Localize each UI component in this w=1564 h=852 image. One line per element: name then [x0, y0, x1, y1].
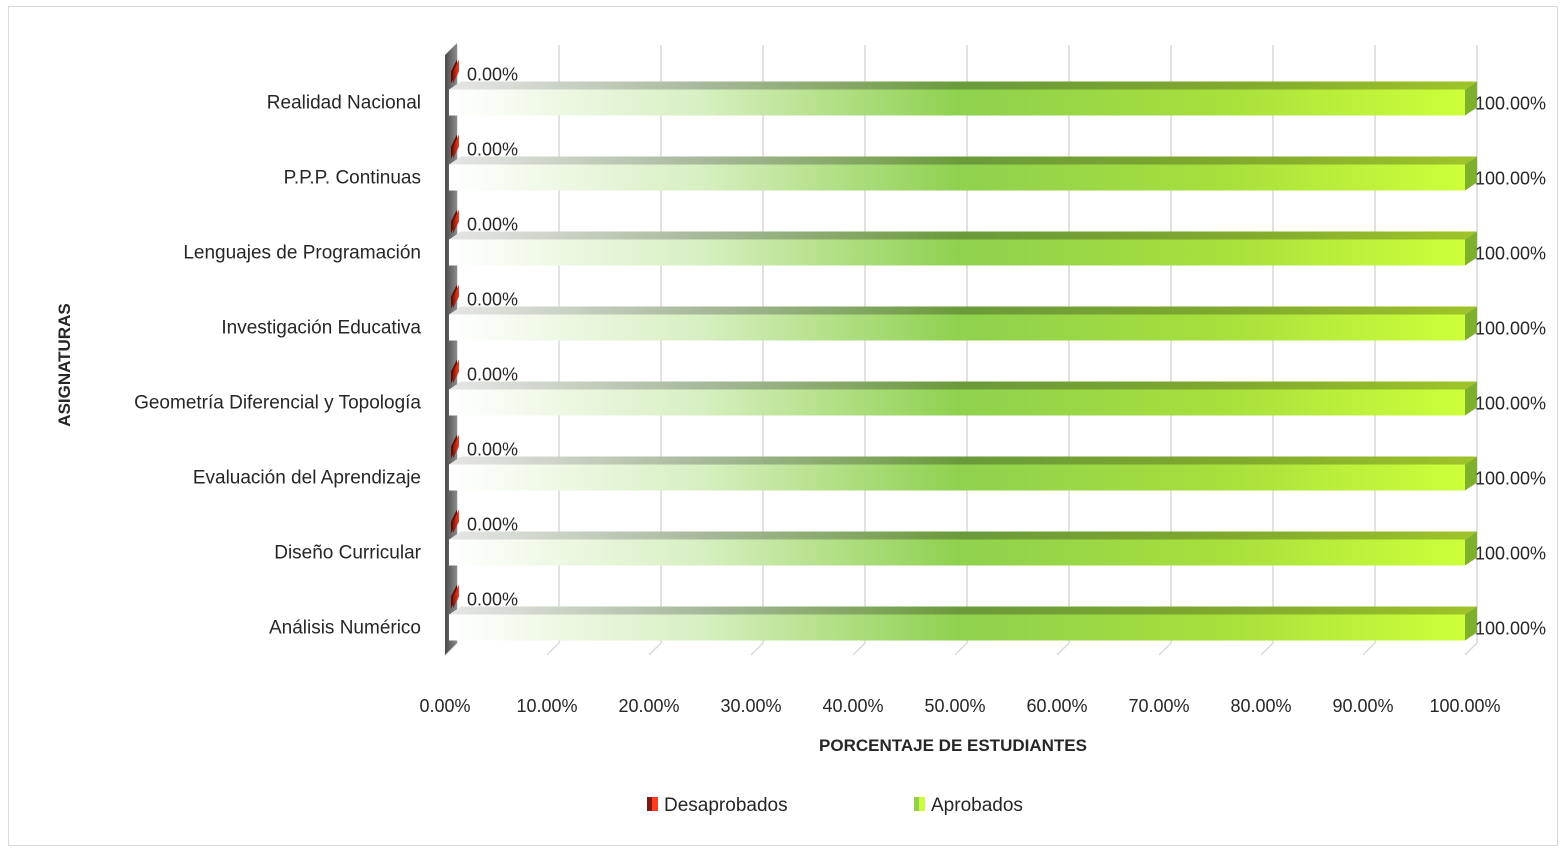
data-label-desaprobados: 0.00% — [467, 440, 518, 460]
bar-aprobados — [449, 314, 1465, 341]
category-label: Evaluación del Aprendizaje — [193, 468, 421, 489]
legend-item-desaprobados: Desaprobados — [647, 795, 788, 816]
bar-aprobados-top — [449, 81, 1477, 90]
gridline-floor-9 — [1362, 642, 1376, 656]
data-label-desaprobados: 0.00% — [467, 365, 518, 385]
legend-item-aprobados: Aprobados — [914, 795, 1023, 816]
bar-aprobados — [449, 539, 1465, 566]
bar-aprobados-side — [1465, 156, 1477, 191]
data-label-desaprobados: 0.00% — [467, 515, 518, 535]
bar-desaprobados-face — [453, 209, 459, 234]
gridline-floor-6 — [1056, 642, 1070, 656]
data-label-desaprobados: 0.00% — [467, 65, 518, 85]
x-tick-label: 10.00% — [516, 696, 577, 716]
bar-aprobados — [449, 389, 1465, 416]
bar-aprobados-side — [1465, 456, 1477, 491]
x-tick-label: 20.00% — [618, 696, 679, 716]
bar-aprobados-side — [1465, 306, 1477, 341]
data-label-aprobados: 100.00% — [1475, 319, 1546, 339]
category-label: Realidad Nacional — [267, 93, 421, 114]
bar-aprobados-side — [1465, 231, 1477, 266]
category-label: Lenguajes de Programación — [183, 243, 421, 264]
bar-aprobados-top — [449, 456, 1477, 465]
chart-frame — [8, 6, 1558, 846]
bar-aprobados — [449, 239, 1465, 266]
x-tick-label: 50.00% — [924, 696, 985, 716]
bar-desaprobados-face — [453, 59, 459, 84]
x-tick-label: 100.00% — [1429, 696, 1500, 716]
bar-aprobados-top — [449, 156, 1477, 165]
bar-desaprobados-face — [453, 284, 459, 309]
data-label-desaprobados: 0.00% — [467, 215, 518, 235]
bar-desaprobados-face — [453, 584, 459, 609]
gridline-floor-2 — [648, 642, 662, 656]
x-tick-label: 80.00% — [1230, 696, 1291, 716]
x-tick-label: 90.00% — [1332, 696, 1393, 716]
bar-aprobados-top — [449, 231, 1477, 240]
bar-aprobados-side — [1465, 381, 1477, 416]
axis-wall — [445, 43, 457, 655]
gridline-floor-7 — [1158, 642, 1172, 656]
data-label-aprobados: 100.00% — [1475, 94, 1546, 114]
gridline-floor-8 — [1260, 642, 1274, 656]
legend-label: Desaprobados — [664, 795, 788, 816]
x-tick-label: 40.00% — [822, 696, 883, 716]
x-tick-label: 70.00% — [1128, 696, 1189, 716]
category-label: P.P.P. Continuas — [284, 168, 421, 189]
legend-swatch-face — [919, 797, 925, 811]
labels: 0.00% 10.00% 20.00% 30.00% 40.00% 50.00% 60.00… — [55, 65, 1546, 756]
gridline-floor-5 — [954, 642, 968, 656]
bar-aprobados-top — [449, 531, 1477, 540]
legend-label: Aprobados — [931, 795, 1023, 816]
y-axis-title: ASIGNATURAS — [55, 303, 74, 426]
legend-swatch — [914, 797, 919, 811]
bar-aprobados-top — [449, 381, 1477, 390]
data-label-aprobados: 100.00% — [1475, 244, 1546, 264]
legend-swatch — [647, 797, 652, 811]
data-label-aprobados: 100.00% — [1475, 619, 1546, 639]
data-label-desaprobados: 0.00% — [467, 590, 518, 610]
gridline-floor-4 — [852, 642, 866, 656]
bar-aprobados — [449, 464, 1465, 491]
data-label-desaprobados: 0.00% — [467, 140, 518, 160]
x-tick-label: 30.00% — [720, 696, 781, 716]
bar-aprobados — [449, 164, 1465, 191]
bar-aprobados-top — [449, 606, 1477, 615]
category-label: Investigación Educativa — [221, 318, 421, 339]
data-label-desaprobados: 0.00% — [467, 290, 518, 310]
x-tick-label: 60.00% — [1026, 696, 1087, 716]
data-label-aprobados: 100.00% — [1475, 544, 1546, 564]
bar-aprobados-side — [1465, 531, 1477, 566]
legend: Desaprobados Aprobados — [647, 795, 1023, 816]
x-tick-label: 0.00% — [419, 696, 470, 716]
category-label: Análisis Numérico — [269, 618, 421, 639]
bars — [449, 59, 1477, 641]
bar-desaprobados-face — [453, 434, 459, 459]
gridline-floor-3 — [750, 642, 764, 656]
data-label-aprobados: 100.00% — [1475, 169, 1546, 189]
gridline-floor-1 — [546, 642, 560, 656]
bar-aprobados-side — [1465, 606, 1477, 641]
bar-aprobados — [449, 614, 1465, 641]
bar-desaprobados-face — [453, 359, 459, 384]
x-axis-title: PORCENTAJE DE ESTUDIANTES — [819, 736, 1087, 755]
legend-swatch-face — [652, 797, 658, 811]
category-label: Geometría Diferencial y Topología — [134, 393, 421, 414]
gridline-floor-10 — [1464, 642, 1478, 656]
bar-desaprobados-face — [453, 134, 459, 159]
data-label-aprobados: 100.00% — [1475, 469, 1546, 489]
bar-aprobados — [449, 89, 1465, 116]
data-label-aprobados: 100.00% — [1475, 394, 1546, 414]
bar-aprobados-side — [1465, 81, 1477, 116]
bar-desaprobados-face — [453, 509, 459, 534]
category-label: Diseño Curricular — [274, 543, 421, 564]
axis-wall-face — [445, 43, 457, 655]
bar-aprobados-top — [449, 306, 1477, 315]
